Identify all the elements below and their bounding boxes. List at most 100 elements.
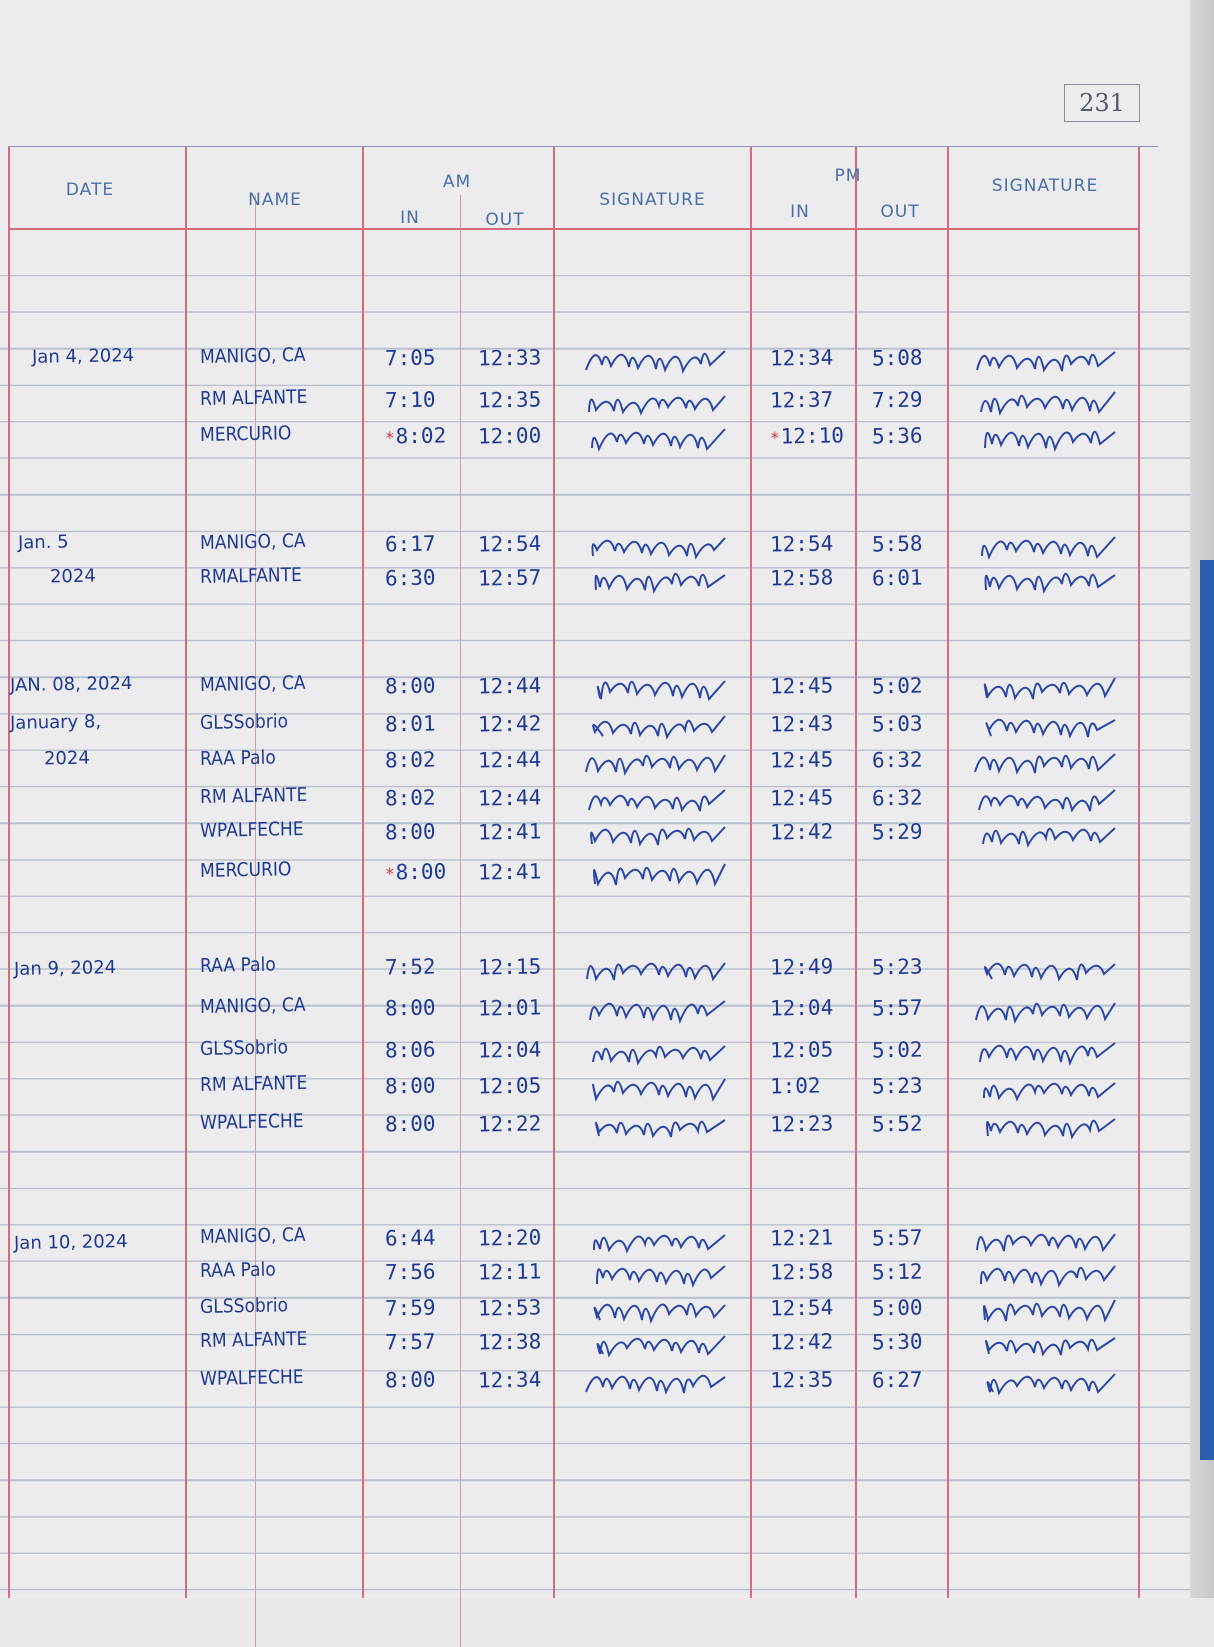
am-in-time: *8:02 <box>385 423 447 448</box>
pm-in-value: 12:54 <box>769 1295 834 1321</box>
am-in-time: 8:00 <box>385 1112 436 1137</box>
am-out-time: 12:01 <box>477 995 542 1021</box>
am-in-time: 7:05 <box>385 346 436 371</box>
late-mark-icon: * <box>384 864 395 884</box>
entry-date: Jan 10, 2024 <box>13 1231 128 1254</box>
am-out-time: 12:34 <box>477 1367 542 1393</box>
pm-in-time: 12:45 <box>770 747 834 772</box>
pm-in-time: 12:35 <box>770 1367 834 1392</box>
header-band <box>0 0 1190 236</box>
header-pm-in: IN <box>790 202 810 222</box>
pm-in-time: 12:54 <box>770 531 834 556</box>
am-in-time: 6:44 <box>385 1226 436 1251</box>
signature-scribble <box>986 1373 1116 1396</box>
signature-scribble <box>981 536 1116 560</box>
column-rule <box>855 146 857 1598</box>
am-in-value: 8:00 <box>384 1073 436 1099</box>
am-out-time: 12:44 <box>477 785 542 811</box>
pm-in-time: 12:23 <box>770 1111 834 1136</box>
pm-in-value: 12:10 <box>780 423 845 449</box>
am-in-value: 7:05 <box>384 345 436 371</box>
am-in-value: 6:17 <box>384 531 436 557</box>
signature-scribble <box>585 754 726 776</box>
am-in-time: 8:06 <box>385 1038 436 1063</box>
header-am-in: IN <box>400 208 420 228</box>
am-in-time: *8:00 <box>385 859 447 884</box>
employee-name: GLSSobrio <box>199 1036 289 1060</box>
pm-in-value: 12:34 <box>769 345 834 371</box>
column-subrule <box>460 195 461 1647</box>
am-in-value: 8:00 <box>384 995 436 1021</box>
column-rule <box>947 146 949 1598</box>
signature-scribble <box>982 827 1116 848</box>
signature-scribble <box>585 350 726 374</box>
late-mark-icon: * <box>384 428 395 448</box>
employee-name: RAA Palo <box>199 746 276 770</box>
pm-in-value: 12:35 <box>769 1367 834 1393</box>
pm-in-value: 12:58 <box>769 1259 834 1285</box>
signature-scribble <box>593 863 726 887</box>
pm-out-time: 5:36 <box>871 423 923 449</box>
am-in-value: 7:57 <box>384 1329 436 1355</box>
signature-scribble <box>976 1233 1116 1253</box>
am-in-time: 8:00 <box>385 996 436 1021</box>
am-in-value: 7:59 <box>384 1295 436 1321</box>
signature-scribble <box>596 1265 726 1288</box>
pm-in-time: 1:02 <box>770 1074 821 1099</box>
am-in-time: 7:52 <box>385 955 436 980</box>
entry-date: January 8, <box>9 711 102 734</box>
header-signature-am: SIGNATURE <box>599 190 706 210</box>
signature-scribble <box>976 351 1116 373</box>
pm-in-time: 12:58 <box>770 565 834 590</box>
signature-scribble <box>980 1265 1116 1288</box>
header-am-out: OUT <box>485 210 525 230</box>
pm-in-time: 12:37 <box>770 387 834 412</box>
signature-scribble <box>595 1119 726 1139</box>
employee-name: MANIGO, CA <box>199 529 306 554</box>
am-out-time: 12:44 <box>477 747 542 773</box>
signature-scribble <box>983 1082 1116 1102</box>
am-out-time: 12:33 <box>477 345 542 371</box>
signature-scribble <box>986 1118 1116 1140</box>
pm-in-value: 12:21 <box>769 1225 834 1251</box>
signature-scribble <box>594 572 726 594</box>
am-in-time: 8:01 <box>385 712 436 737</box>
pm-in-time: 12:34 <box>770 345 834 370</box>
am-out-time: 12:44 <box>477 673 542 699</box>
signature-scribble <box>588 395 726 416</box>
pm-out-time: 5:00 <box>871 1295 923 1321</box>
employee-name: WPALFECHE <box>199 1109 304 1134</box>
pm-out-time: 5:02 <box>871 1037 923 1063</box>
entry-date: 2024 <box>49 565 96 588</box>
am-out-time: 12:22 <box>477 1111 542 1137</box>
pm-in-value: 12:42 <box>769 1329 834 1355</box>
signature-scribble <box>593 1302 726 1325</box>
am-in-time: 8:02 <box>385 748 436 773</box>
signature-scribble <box>585 1374 726 1395</box>
employee-name: RM ALFANTE <box>199 385 308 410</box>
pm-in-time: 12:21 <box>770 1225 834 1250</box>
pm-out-time: 5:08 <box>871 345 923 371</box>
am-in-value: 8:02 <box>395 423 447 449</box>
header-pm: PM <box>834 166 862 186</box>
signature-scribble <box>588 789 726 813</box>
pm-in-time: 12:43 <box>770 711 834 736</box>
am-out-time: 12:20 <box>477 1225 542 1251</box>
late-mark-icon: * <box>769 428 780 448</box>
column-rule <box>750 146 752 1598</box>
pm-out-time: 6:32 <box>871 747 923 773</box>
top-rule <box>8 146 1158 147</box>
column-rule <box>185 146 187 1598</box>
header-am: AM <box>442 172 472 192</box>
am-out-time: 12:57 <box>477 565 542 591</box>
signature-scribble <box>591 537 726 560</box>
employee-name: MANIGO, CA <box>199 1223 306 1248</box>
am-out-time: 12:54 <box>477 531 542 557</box>
pm-in-value: 12:23 <box>769 1111 834 1137</box>
am-out-time: 12:41 <box>477 859 542 885</box>
employee-name: MANIGO, CA <box>199 343 306 368</box>
signature-scribble <box>589 1000 726 1025</box>
pm-out-time: 5:52 <box>871 1111 923 1137</box>
signature-scribble <box>586 962 726 982</box>
pm-in-value: 12:58 <box>769 565 834 591</box>
